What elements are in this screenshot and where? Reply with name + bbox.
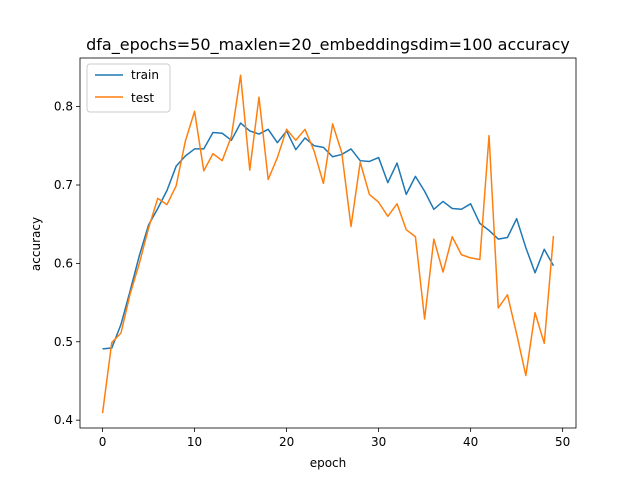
legend-label-train: train bbox=[131, 68, 159, 82]
x-tick-label: 0 bbox=[99, 435, 107, 449]
y-tick-label: 0.5 bbox=[54, 335, 73, 349]
y-axis-label: accuracy bbox=[29, 217, 43, 271]
legend-label-test: test bbox=[131, 91, 154, 105]
plot-area-frame bbox=[79, 57, 577, 429]
y-tick-label: 0.6 bbox=[54, 256, 73, 270]
x-tick-label: 40 bbox=[463, 435, 478, 449]
y-tick-label: 0.8 bbox=[54, 100, 73, 114]
legend-box bbox=[86, 63, 171, 113]
chart-title: dfa_epochs=50_maxlen=20_embeddingsdim=10… bbox=[86, 35, 570, 55]
x-tick-label: 30 bbox=[371, 435, 386, 449]
axis-ticks: 0 10 20 30 40 50 0.4 0.5 0.6 0.7 0.8 bbox=[54, 100, 570, 449]
legend: train test bbox=[86, 63, 171, 113]
y-tick-label: 0.4 bbox=[54, 413, 73, 427]
x-tick-label: 50 bbox=[555, 435, 570, 449]
series-line-test bbox=[101, 74, 555, 414]
x-tick-label: 20 bbox=[279, 435, 294, 449]
series-lines bbox=[101, 74, 555, 414]
x-axis-label: epoch bbox=[310, 456, 347, 470]
x-tick-label: 10 bbox=[187, 435, 202, 449]
y-tick-label: 0.7 bbox=[54, 178, 73, 192]
